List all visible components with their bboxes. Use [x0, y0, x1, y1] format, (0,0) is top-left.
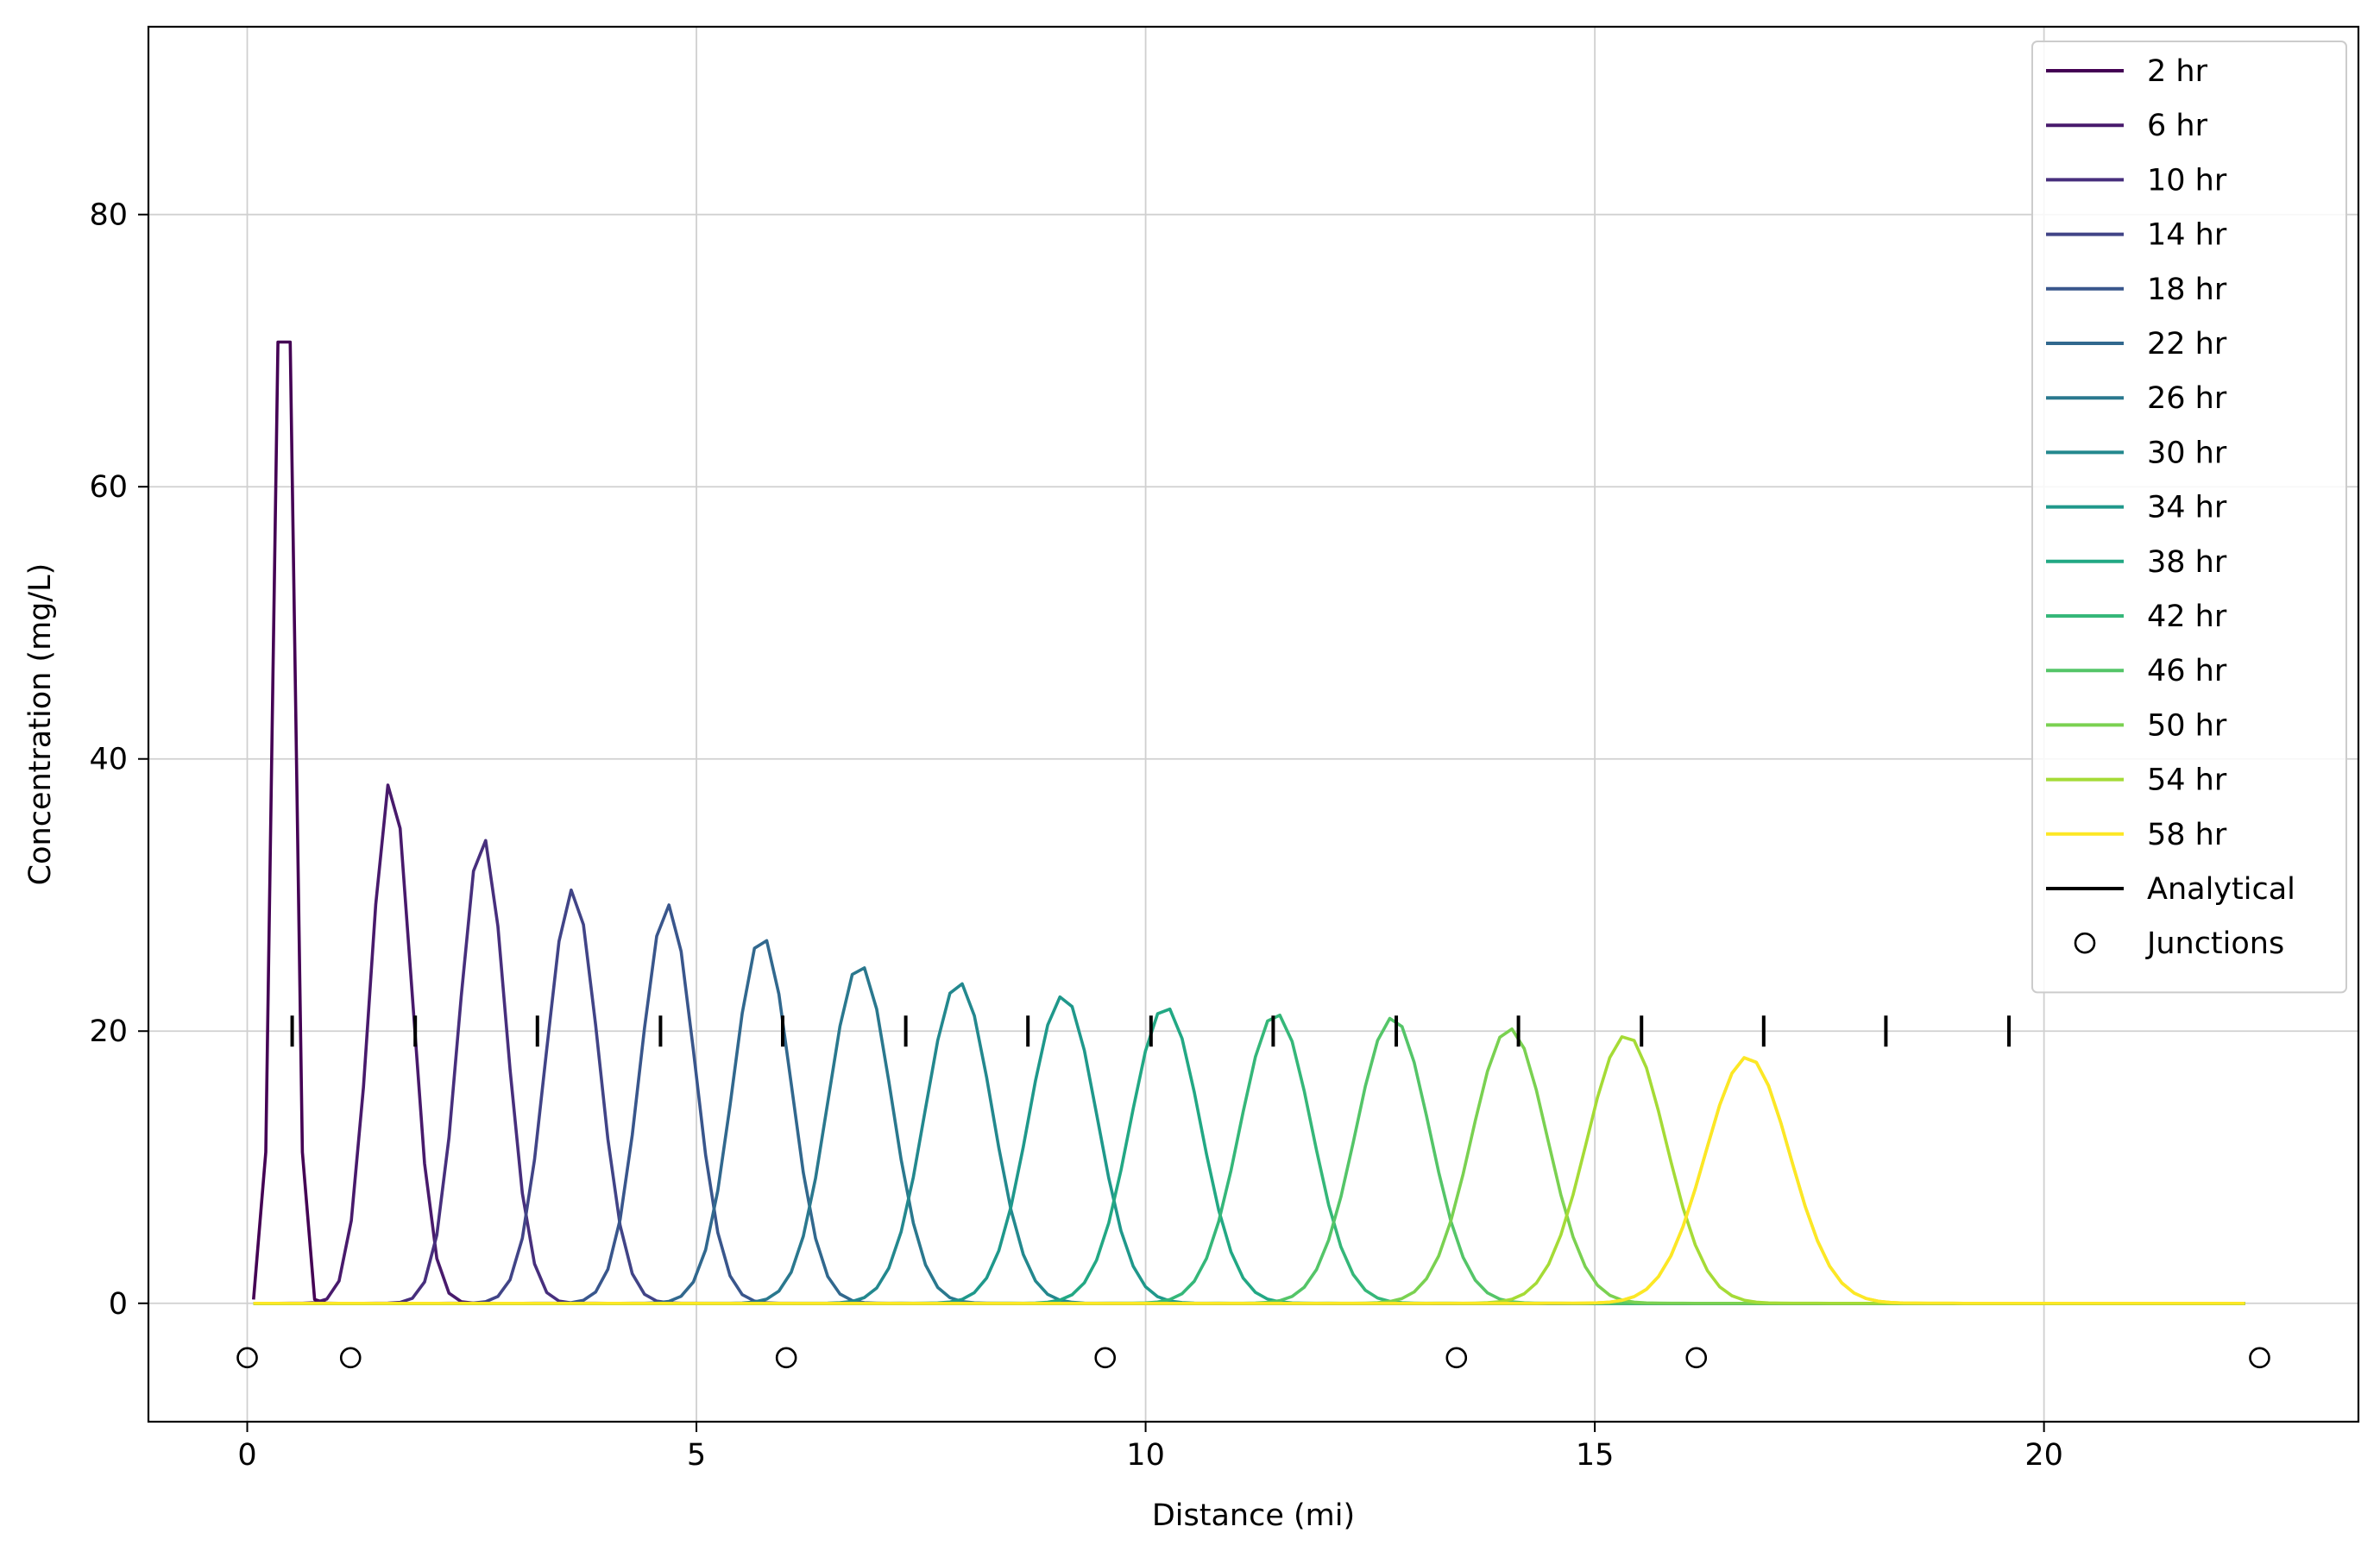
series-line-12	[253, 1027, 2245, 1305]
legend-label-1: 6 hr	[2147, 109, 2208, 143]
junction-marker-1	[339, 1347, 362, 1369]
junction-marker-4	[1445, 1347, 1468, 1369]
series-line-2	[253, 839, 2245, 1305]
x-tick-label-4: 20	[2024, 1438, 2063, 1473]
legend-label-15: Analytical	[2147, 872, 2295, 907]
series-line-9	[253, 1007, 2245, 1305]
x-tick-label-1: 5	[687, 1438, 706, 1473]
series-lines	[252, 340, 2245, 1305]
x-tick-label-0: 0	[237, 1438, 256, 1473]
legend-label-5: 22 hr	[2147, 327, 2227, 361]
y-axis-label: Concentration (mg/L)	[23, 563, 58, 886]
y-tick-label-0: 0	[109, 1287, 128, 1322]
legend-label-6: 26 hr	[2147, 381, 2227, 416]
legend-label-4: 18 hr	[2147, 273, 2227, 307]
junction-marker-2	[775, 1347, 797, 1369]
series-line-14	[253, 1056, 2245, 1305]
x-tick-label-3: 15	[1576, 1438, 1615, 1473]
legend-label-9: 38 hr	[2147, 545, 2227, 580]
junction-marker-0	[236, 1347, 258, 1369]
legend-label-3: 14 hr	[2147, 218, 2227, 253]
legend-label-0: 2 hr	[2147, 54, 2208, 89]
junction-marker-5	[1685, 1347, 1708, 1369]
x-axis-ticks: 0 5 10 15 20	[237, 1422, 2063, 1473]
y-tick-label-3: 60	[89, 470, 128, 505]
junction-marker-6	[2249, 1347, 2270, 1369]
legend-label-7: 30 hr	[2147, 436, 2227, 470]
series-line-13	[253, 1035, 2245, 1305]
series-line-3	[253, 888, 2245, 1305]
y-tick-label-1: 20	[89, 1015, 128, 1049]
legend-label-13: 54 hr	[2147, 763, 2227, 798]
legend: 2 hr 6 hr 10 hr 14 hr 18 hr 22 hr 26 hr 30 hr 34…	[2031, 41, 2347, 994]
legend-label-12: 50 hr	[2147, 708, 2227, 743]
series-line-6	[253, 966, 2245, 1305]
legend-swatch-16	[2074, 932, 2096, 954]
analytical-markers	[290, 1015, 2012, 1047]
legend-box	[2031, 41, 2347, 994]
series-line-15	[253, 1056, 2245, 1305]
y-tick-label-4: 80	[89, 198, 128, 233]
legend-label-16: Junctions	[2145, 927, 2284, 961]
plot-frame	[147, 25, 2360, 1423]
series-line-8	[253, 995, 2245, 1305]
legend-label-2: 10 hr	[2147, 163, 2227, 198]
y-axis-ticks: 0 20 40 60 80	[89, 198, 148, 1322]
series-line-10	[253, 1014, 2245, 1305]
grid	[148, 27, 2358, 1422]
x-axis-label: Distance (mi)	[1152, 1498, 1355, 1533]
legend-label-11: 46 hr	[2147, 654, 2227, 688]
series-line-11	[253, 1016, 2245, 1305]
series-line-4	[253, 903, 2245, 1305]
legend-label-14: 58 hr	[2147, 818, 2227, 852]
legend-label-8: 34 hr	[2147, 491, 2227, 525]
x-tick-label-2: 10	[1126, 1438, 1165, 1473]
junction-markers	[236, 1347, 2270, 1369]
series-line-1	[253, 783, 2245, 1305]
legend-label-10: 42 hr	[2147, 600, 2227, 634]
y-tick-label-2: 40	[89, 743, 128, 777]
junction-marker-3	[1094, 1347, 1117, 1369]
